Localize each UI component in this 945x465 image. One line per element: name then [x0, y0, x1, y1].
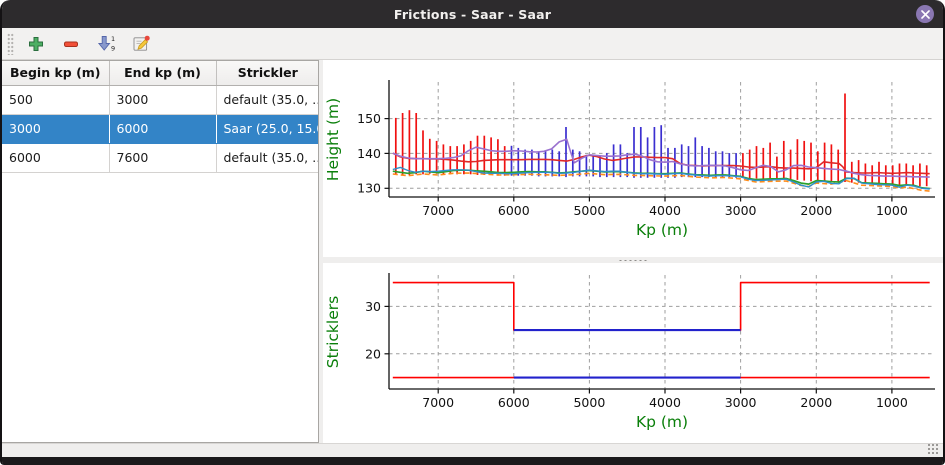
x-tick-label: 3000	[725, 395, 757, 410]
y-tick-label: 140	[357, 146, 381, 161]
x-tick-label: 2000	[800, 395, 832, 410]
plus-icon	[29, 36, 43, 51]
y-tick-label: 150	[357, 111, 381, 126]
toolbar-drag-handle[interactable]	[7, 32, 14, 55]
table-row[interactable]: 3000 6000 Saar (25.0, 15.0)	[2, 114, 318, 144]
svg-text:9: 9	[111, 45, 115, 53]
sort-rows-button[interactable]: 1 9	[93, 31, 119, 57]
y-tick-label: 130	[357, 181, 381, 196]
x-tick-label: 7000	[422, 395, 454, 410]
close-button[interactable]	[916, 5, 934, 23]
x-tick-label: 1000	[876, 395, 908, 410]
cell-begin-kp[interactable]: 3000	[2, 114, 110, 144]
sort-numeric-icon: 1 9	[97, 35, 115, 53]
frictions-table-panel: Begin kp (m) End kp (m) Strickler 500 30…	[2, 60, 319, 443]
charts-panel: 7000 6000 5000 4000 3000 2000 1000 130 140 150 Kp …	[323, 60, 943, 443]
y-axis-label: Stricklers	[324, 296, 342, 368]
minus-icon	[64, 41, 78, 47]
height-chart-canvas: 7000 6000 5000 4000 3000 2000 1000 130 140 150 Kp …	[324, 80, 935, 239]
col-header-begin-kp[interactable]: Begin kp (m)	[2, 61, 110, 86]
table-row[interactable]: 6000 7600 default (35.0, …	[2, 143, 318, 173]
x-tick-label: 6000	[498, 203, 530, 218]
x-axis-label: Kp (m)	[636, 413, 688, 431]
series-level-purple	[392, 138, 930, 178]
cell-begin-kp[interactable]: 6000	[2, 143, 110, 173]
y-tick-label: 20	[365, 346, 381, 361]
x-tick-label: 2000	[800, 203, 832, 218]
cell-strickler[interactable]: Saar (25.0, 15.0)	[216, 114, 318, 144]
height-chart: 7000 6000 5000 4000 3000 2000 1000 130 140 150 Kp …	[323, 60, 943, 257]
cell-strickler[interactable]: default (35.0, …	[216, 85, 318, 115]
x-axis-label: Kp (m)	[636, 221, 688, 239]
window-bottom-edge	[2, 457, 943, 465]
cell-end-kp[interactable]: 6000	[109, 114, 217, 144]
main-content: Begin kp (m) End kp (m) Strickler 500 30…	[2, 60, 943, 443]
splitter-handle-dots	[618, 258, 648, 262]
series-level-red	[392, 152, 930, 175]
series-bed-blue	[392, 166, 930, 190]
y-tick-label: 30	[365, 299, 381, 314]
cell-end-kp[interactable]: 7600	[109, 143, 217, 173]
header-row: Begin kp (m) End kp (m) Strickler	[2, 61, 318, 86]
x-tick-label: 7000	[422, 203, 454, 218]
x-tick-label: 3000	[725, 203, 757, 218]
chart-splitter[interactable]	[323, 257, 943, 263]
col-header-strickler[interactable]: Strickler	[216, 61, 318, 86]
remove-row-button[interactable]	[58, 31, 84, 57]
statusbar	[2, 443, 943, 457]
x-tick-label: 4000	[649, 203, 681, 218]
stricklers-chart: 7000 6000 5000 4000 3000 2000 1000 20 30 Kp (m) St…	[323, 263, 943, 443]
resize-grip[interactable]	[927, 444, 939, 455]
stricklers-chart-canvas: 7000 6000 5000 4000 3000 2000 1000 20 30 Kp (m) St…	[324, 273, 935, 431]
titlebar[interactable]: Frictions - Saar - Saar	[2, 0, 943, 28]
x-tick-label: 5000	[573, 395, 605, 410]
cell-end-kp[interactable]: 3000	[109, 85, 217, 115]
x-tick-label: 6000	[498, 395, 530, 410]
cell-begin-kp[interactable]: 500	[2, 85, 110, 115]
table-row[interactable]: 500 3000 default (35.0, …	[2, 85, 318, 115]
x-tick-label: 1000	[876, 203, 908, 218]
y-axis-label: Height (m)	[324, 98, 342, 181]
add-row-button[interactable]	[23, 31, 49, 57]
cell-strickler[interactable]: default (35.0, …	[216, 143, 318, 173]
x-tick-label: 4000	[649, 395, 681, 410]
edit-row-button[interactable]	[128, 31, 154, 57]
toolbar: 1 9	[2, 28, 943, 60]
frictions-table: Begin kp (m) End kp (m) Strickler 500 30…	[2, 61, 318, 173]
col-header-end-kp[interactable]: End kp (m)	[109, 61, 217, 86]
close-icon	[920, 9, 930, 19]
window-title: Frictions - Saar - Saar	[393, 6, 552, 22]
svg-text:1: 1	[111, 35, 115, 43]
x-tick-label: 5000	[573, 203, 605, 218]
edit-icon	[133, 35, 150, 51]
series-bed-orange-dashed	[392, 172, 930, 192]
